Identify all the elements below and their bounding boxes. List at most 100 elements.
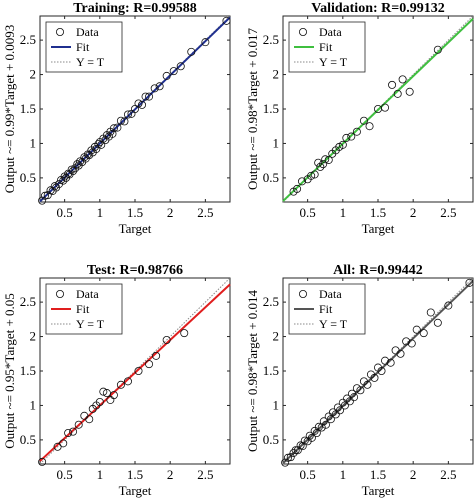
data-point — [316, 162, 325, 171]
y-tick-label: 2 — [273, 329, 280, 344]
x-tick-label: 2.5 — [197, 205, 213, 220]
legend-label-fit: Fit — [319, 40, 333, 54]
data-point — [152, 351, 161, 360]
data-point — [69, 427, 78, 436]
plot-title: Training: R=0.99588 — [73, 1, 197, 16]
legend-label-data: Data — [76, 287, 99, 301]
data-point — [291, 446, 300, 455]
x-axis-label: Target — [362, 221, 395, 236]
y-tick-label: 1 — [273, 135, 280, 150]
data-point — [162, 335, 171, 344]
data-point — [321, 155, 330, 164]
data-point — [314, 422, 323, 431]
y-tick-label: 2.5 — [263, 294, 279, 309]
x-tick-label: 1.5 — [370, 467, 386, 482]
data-point — [123, 377, 132, 386]
y-tick-label: 0.5 — [263, 432, 279, 447]
y-tick-label: 1.5 — [20, 101, 36, 116]
data-point — [283, 453, 292, 462]
data-point — [50, 182, 59, 191]
data-point — [116, 116, 125, 125]
data-point — [419, 329, 428, 338]
x-tick-label: 0.5 — [300, 205, 316, 220]
y-tick-label: 2.5 — [20, 32, 36, 47]
legend-label-identity: Y = T — [319, 317, 348, 331]
x-tick-label: 0.5 — [57, 467, 73, 482]
fit-line — [39, 16, 231, 203]
data-point — [59, 439, 68, 448]
x-tick-label: 2 — [167, 205, 174, 220]
y-tick-label: 2 — [30, 67, 37, 82]
data-point — [95, 397, 104, 406]
data-point — [102, 389, 111, 398]
y-tick-label: 2 — [273, 67, 280, 82]
data-point — [162, 71, 171, 80]
x-tick-label: 1.5 — [127, 205, 143, 220]
plot-panel-2: Validation: R=0.99132 0.5 1 1.5 2 2.5 0.5 1 1.5 2… — [245, 1, 474, 236]
data-point — [377, 366, 386, 375]
data-point — [73, 160, 82, 169]
data-point — [350, 393, 359, 402]
plot-title: Validation: R=0.99132 — [311, 1, 444, 16]
data-point — [116, 380, 125, 389]
x-tick-label: 2 — [167, 467, 174, 482]
y-axis-label: Output ~= 0.98*Target + 0.017 — [245, 27, 260, 190]
x-tick-label: 2 — [410, 205, 417, 220]
data-point — [67, 165, 76, 174]
data-point — [345, 397, 354, 406]
data-point — [314, 158, 323, 167]
legend-label-fit: Fit — [76, 302, 90, 316]
data-point — [155, 82, 164, 91]
data-point — [324, 412, 333, 421]
x-tick-label: 2.5 — [197, 467, 213, 482]
data-point — [64, 428, 73, 437]
data-point — [59, 176, 68, 185]
data-point — [381, 356, 390, 365]
data-point — [145, 92, 154, 101]
legend-label-data: Data — [319, 287, 342, 301]
data-point — [310, 170, 319, 179]
data-point — [342, 133, 351, 142]
y-tick-label: 0.5 — [263, 170, 279, 185]
legend-label-data: Data — [76, 25, 99, 39]
data-point — [97, 140, 106, 149]
x-axis-label: Target — [119, 483, 152, 498]
data-point — [300, 436, 309, 445]
legend-data-marker — [56, 27, 65, 36]
y-tick-label: 2 — [30, 329, 37, 344]
data-point — [310, 426, 319, 435]
data-point — [398, 75, 407, 84]
data-point — [69, 166, 78, 175]
data-point — [85, 415, 94, 424]
data-point — [317, 423, 326, 432]
data-point — [130, 105, 139, 114]
data-point — [43, 191, 52, 200]
data-point — [187, 47, 196, 56]
plot-title: Test: R=0.98766 — [87, 263, 183, 278]
data-point — [312, 428, 321, 437]
x-tick-label: 0.5 — [300, 467, 316, 482]
data-point — [40, 191, 49, 200]
data-point — [370, 373, 379, 382]
data-point — [328, 408, 337, 417]
data-point — [393, 89, 402, 98]
y-tick-label: 2.5 — [20, 294, 36, 309]
plot-panel-4: All: R=0.99442 0.5 1 1.5 2 2.5 0.5 1 1.5 2 2.5 Targ… — [245, 263, 474, 498]
data-point — [359, 116, 368, 125]
y-axis-label: Output ~= 0.98*Target + 0.014 — [245, 289, 260, 452]
data-point — [99, 387, 108, 396]
x-tick-label: 1.5 — [127, 467, 143, 482]
legend-label-data: Data — [319, 25, 342, 39]
data-point — [145, 360, 154, 369]
legend-data-marker — [298, 27, 307, 36]
data-point — [108, 129, 117, 138]
legend-data-marker — [298, 289, 307, 298]
data-point — [141, 92, 150, 101]
y-tick-label: 0.5 — [20, 432, 36, 447]
legend-data-marker — [56, 289, 65, 298]
plot-title: All: R=0.99442 — [333, 263, 423, 278]
plot-panel-1: Training: R=0.99588 0.5 1 1.5 2 2.5 0.5 1 1.5 2 2.… — [2, 1, 231, 236]
legend-label-identity: Y = T — [319, 55, 348, 69]
data-point — [321, 420, 330, 429]
